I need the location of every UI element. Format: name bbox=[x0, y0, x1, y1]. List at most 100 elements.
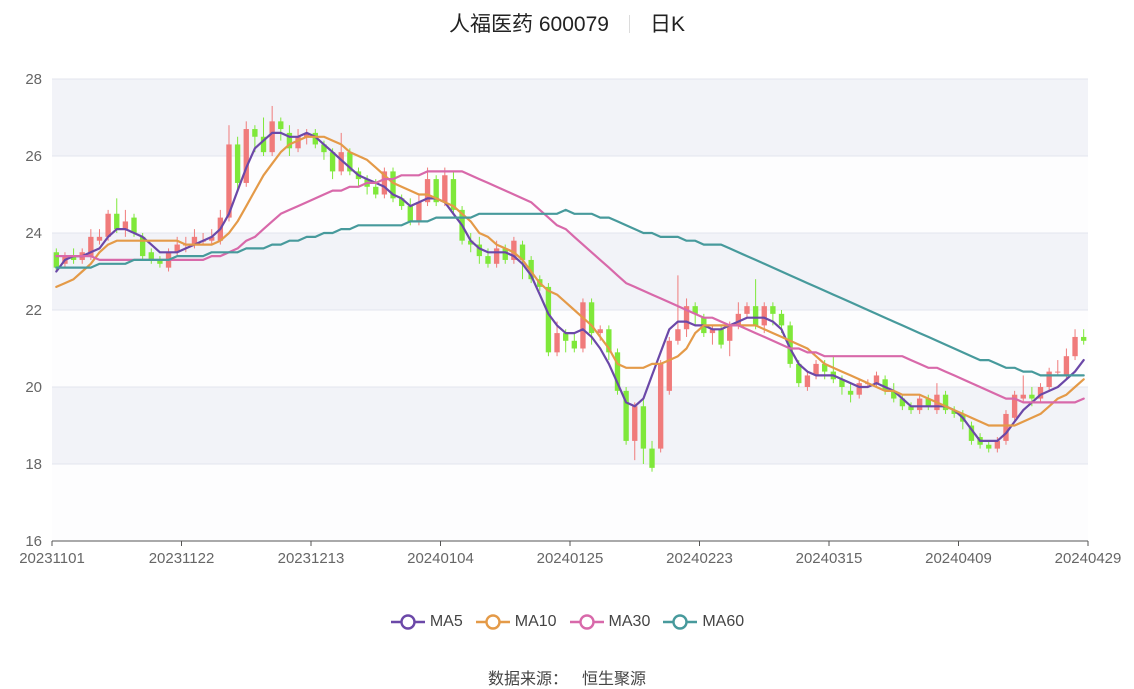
candle-body bbox=[632, 406, 638, 441]
candle-body bbox=[554, 333, 560, 353]
candle bbox=[269, 105, 275, 156]
candle-body bbox=[761, 306, 767, 326]
x-tick-label: 20240409 bbox=[925, 550, 992, 567]
candle bbox=[234, 136, 241, 191]
candle-body bbox=[968, 425, 975, 441]
candle-body bbox=[580, 302, 586, 349]
candle-body bbox=[191, 236, 198, 245]
candle-body bbox=[209, 236, 215, 241]
chart-title: 人福医药 600079 日K bbox=[0, 8, 1134, 38]
candle bbox=[623, 387, 629, 445]
moving-average-lines bbox=[55, 131, 1085, 442]
candle bbox=[986, 440, 992, 453]
legend-item-ma30[interactable]: MA30 bbox=[569, 613, 651, 631]
candle-body bbox=[252, 129, 258, 137]
candle bbox=[873, 371, 880, 387]
candle bbox=[442, 167, 448, 207]
legend-label: MA5 bbox=[429, 613, 463, 630]
candle-body bbox=[70, 256, 77, 260]
candle-body bbox=[329, 152, 336, 172]
candle-body bbox=[614, 352, 621, 391]
candle-body bbox=[709, 329, 716, 334]
candle-body bbox=[295, 136, 301, 149]
candle bbox=[157, 256, 163, 268]
candle-body bbox=[1011, 394, 1018, 418]
candle-body bbox=[882, 379, 888, 391]
x-tick-label: 20240104 bbox=[407, 550, 474, 567]
candle-body bbox=[744, 306, 750, 314]
candle bbox=[942, 390, 949, 414]
candle-body bbox=[338, 152, 344, 172]
grid-band bbox=[52, 156, 1088, 233]
candle-body bbox=[519, 244, 526, 260]
candle-body bbox=[493, 248, 500, 264]
grid-band bbox=[52, 387, 1088, 464]
candle bbox=[398, 194, 405, 210]
candle-body bbox=[994, 440, 1001, 449]
candle bbox=[148, 248, 154, 264]
candle-body bbox=[545, 286, 552, 353]
legend-marker-icon bbox=[475, 614, 510, 630]
series-line-ma60 bbox=[55, 208, 1085, 377]
candle-body bbox=[157, 259, 163, 264]
candle-body bbox=[925, 398, 931, 407]
candle-body bbox=[649, 448, 655, 468]
candle bbox=[908, 402, 914, 414]
candle bbox=[243, 121, 249, 187]
candle-body bbox=[1046, 371, 1052, 387]
candle bbox=[640, 398, 647, 464]
candle-body bbox=[847, 390, 854, 395]
legend-marker-icon bbox=[390, 614, 425, 630]
candle-body bbox=[1081, 336, 1087, 341]
candle-body bbox=[1003, 413, 1009, 441]
candle-body bbox=[174, 244, 180, 253]
candle bbox=[468, 233, 474, 253]
chart-title-period: 日K bbox=[649, 13, 685, 36]
x-tick-label: 20231122 bbox=[149, 550, 215, 567]
x-tick-label: 20240125 bbox=[537, 550, 604, 567]
candle-body bbox=[528, 259, 534, 280]
candle bbox=[114, 198, 120, 233]
candle-body bbox=[312, 132, 318, 145]
candle-body bbox=[822, 363, 828, 372]
candle bbox=[657, 360, 664, 453]
grid-band bbox=[52, 310, 1088, 387]
candle-body bbox=[623, 390, 629, 441]
legend-item-ma5[interactable]: MA5 bbox=[390, 613, 463, 631]
candle bbox=[1020, 375, 1026, 403]
candle-body bbox=[597, 329, 603, 334]
candle-body bbox=[839, 379, 845, 387]
legend-item-ma60[interactable]: MA60 bbox=[662, 613, 744, 631]
candle-body bbox=[986, 444, 992, 449]
data-source-value: 恒生聚源 bbox=[582, 671, 647, 688]
candle-body bbox=[398, 198, 405, 207]
y-tick-label: 18 bbox=[25, 456, 42, 473]
legend-marker-icon bbox=[663, 614, 698, 630]
y-tick-label: 16 bbox=[25, 533, 42, 550]
series-line-ma5 bbox=[55, 131, 1085, 442]
candle-body bbox=[563, 333, 569, 341]
legend-label: MA10 bbox=[514, 613, 557, 630]
candle-body bbox=[1037, 387, 1044, 399]
candle-body bbox=[226, 144, 232, 218]
legend-item-ma10[interactable]: MA10 bbox=[475, 613, 557, 631]
candle-body bbox=[485, 256, 491, 264]
candle-body bbox=[390, 171, 396, 199]
data-source-label: 数据来源： bbox=[487, 671, 568, 688]
legend-marker-icon bbox=[569, 614, 604, 630]
candle bbox=[96, 229, 103, 245]
candle bbox=[511, 236, 517, 264]
x-tick-label: 20240315 bbox=[796, 550, 863, 567]
candle-body bbox=[88, 236, 94, 257]
candle-body bbox=[1063, 356, 1070, 376]
legend-label: MA30 bbox=[608, 613, 651, 630]
candle-body bbox=[942, 394, 949, 411]
candle-body bbox=[114, 213, 120, 230]
candle-body bbox=[657, 363, 664, 449]
candle-body bbox=[53, 252, 59, 268]
grid-band bbox=[52, 79, 1088, 156]
candle-body bbox=[96, 236, 103, 241]
candle bbox=[226, 125, 232, 222]
candle-body bbox=[899, 398, 906, 407]
